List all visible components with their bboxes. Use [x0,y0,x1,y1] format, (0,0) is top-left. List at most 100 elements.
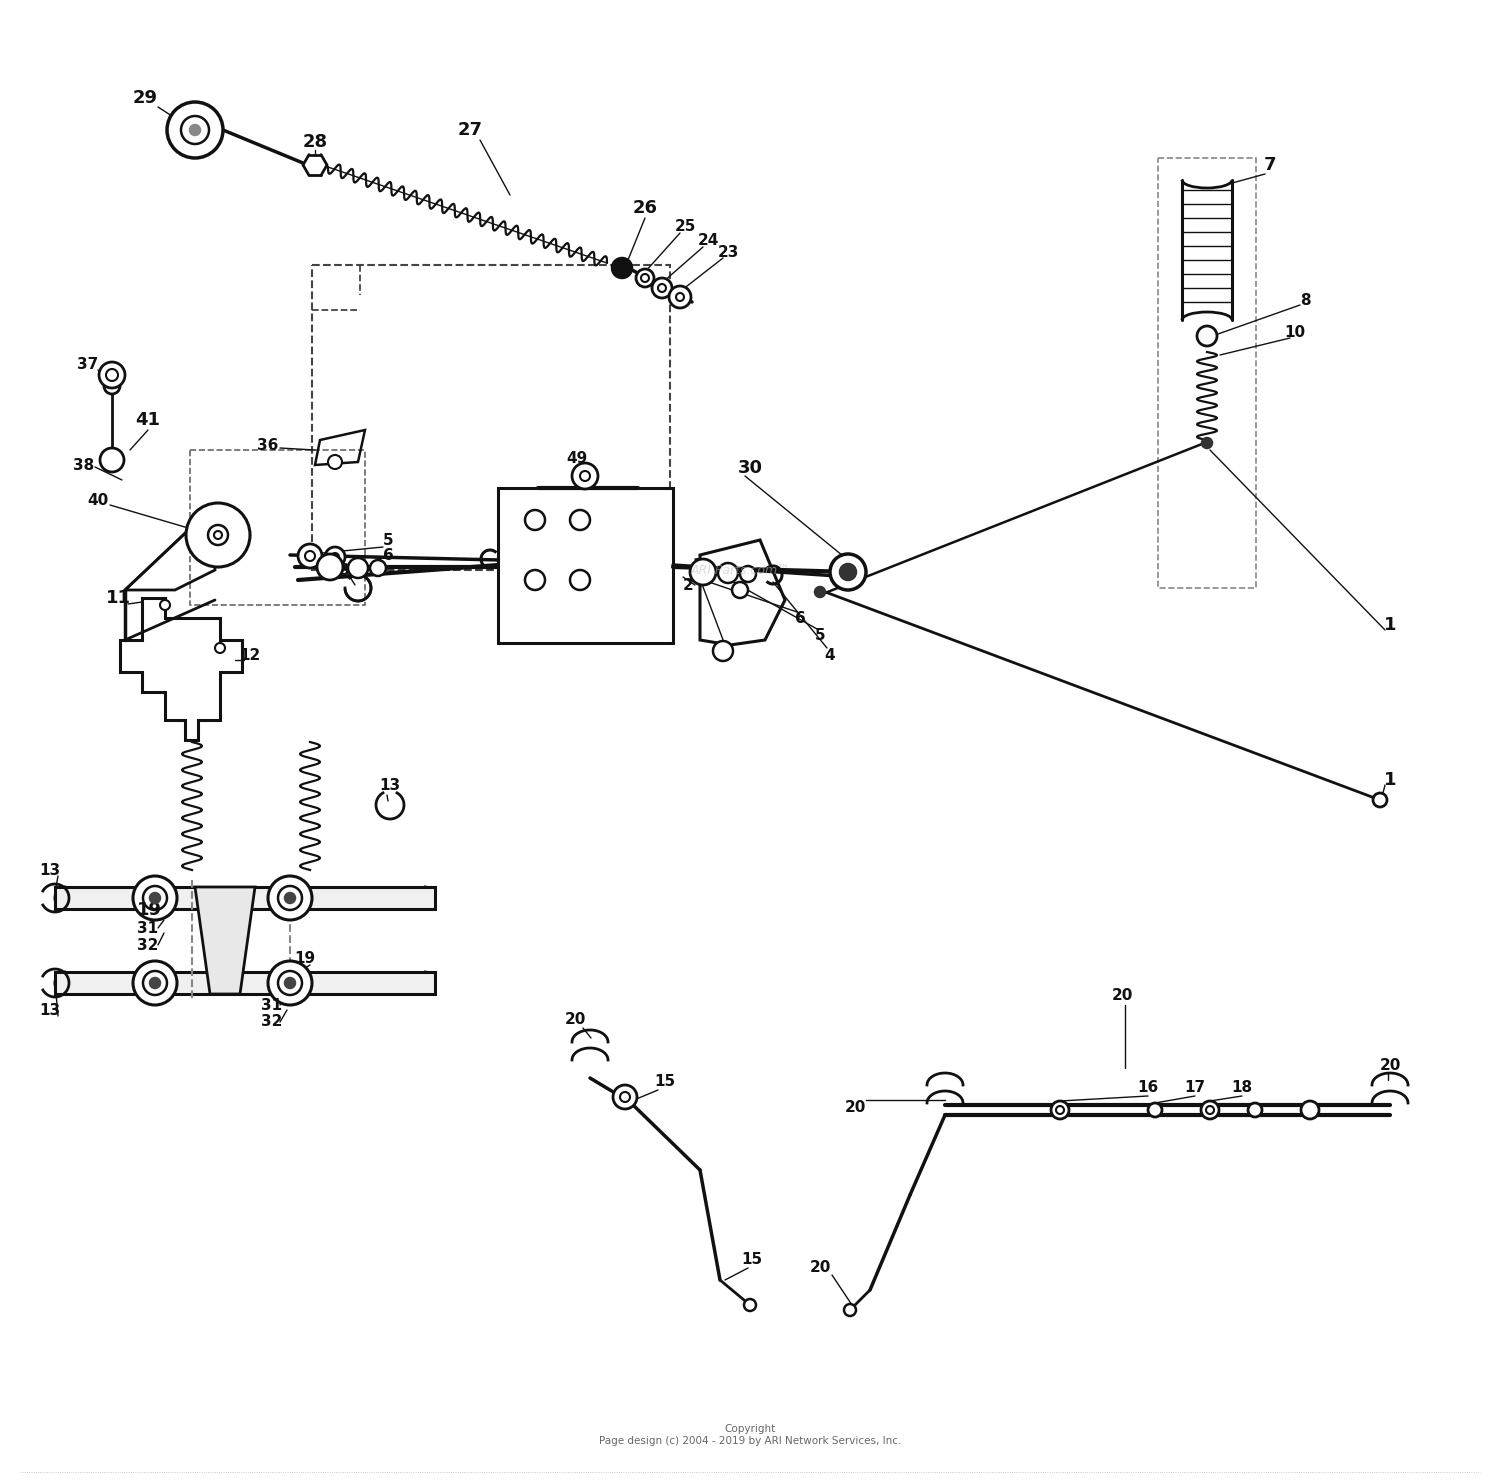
Bar [190,450,364,605]
Circle shape [328,454,342,469]
Circle shape [840,564,856,580]
Text: 36: 36 [258,438,279,453]
Circle shape [1372,793,1388,807]
Text: 38: 38 [74,457,94,472]
Text: 49: 49 [567,450,588,466]
Circle shape [99,363,124,388]
Circle shape [150,978,160,989]
Text: 20: 20 [1112,987,1132,1002]
Circle shape [326,548,345,567]
Text: 24: 24 [698,232,718,247]
Circle shape [106,369,118,380]
Circle shape [1197,326,1216,346]
Circle shape [525,570,544,591]
Text: Copyright
Page design (c) 2004 - 2019 by ARI Network Services, Inc.: Copyright Page design (c) 2004 - 2019 by… [598,1424,902,1446]
Text: 13: 13 [380,777,400,792]
Circle shape [570,511,590,530]
Circle shape [732,582,748,598]
Circle shape [214,531,222,539]
Circle shape [348,558,368,579]
Circle shape [166,102,224,158]
Circle shape [580,471,590,481]
Text: 13: 13 [330,562,351,577]
Text: 6: 6 [795,611,806,626]
Text: 30: 30 [738,459,762,477]
Circle shape [572,463,598,488]
Circle shape [214,642,225,653]
Bar [56,972,435,995]
Circle shape [182,115,209,144]
Circle shape [1202,1101,1219,1119]
Text: 31: 31 [138,921,159,935]
Text: 15: 15 [741,1252,762,1267]
Polygon shape [195,887,255,995]
Text: 2: 2 [682,577,693,592]
Text: 13: 13 [39,863,60,878]
Text: 31: 31 [261,998,282,1012]
Text: 6: 6 [382,548,393,562]
Circle shape [712,641,734,662]
Circle shape [285,892,296,903]
Circle shape [100,448,124,472]
Circle shape [278,971,302,995]
Circle shape [658,284,666,292]
Circle shape [134,876,177,921]
Text: 4: 4 [825,648,836,663]
Circle shape [620,1092,630,1103]
Circle shape [815,588,825,596]
Text: 5: 5 [382,533,393,548]
Circle shape [268,961,312,1005]
Text: 8: 8 [1299,293,1311,308]
Text: 20: 20 [1380,1058,1401,1073]
Text: 13: 13 [39,1002,60,1018]
Circle shape [142,887,166,910]
Bar [498,488,674,642]
Circle shape [316,554,344,580]
Text: 7: 7 [1263,155,1276,175]
Text: 5: 5 [815,628,825,642]
Circle shape [844,1304,856,1316]
Circle shape [150,892,160,903]
Text: 20: 20 [564,1012,585,1027]
Text: 20: 20 [844,1101,865,1116]
Circle shape [1148,1103,1162,1117]
Circle shape [190,124,200,135]
Circle shape [570,570,590,591]
Text: ARI Parts.com™: ARI Parts.com™ [690,564,790,577]
Text: 19: 19 [136,901,162,919]
Text: 41: 41 [135,411,160,429]
Circle shape [186,503,250,567]
Circle shape [160,599,170,610]
Circle shape [652,278,672,297]
Bar [56,887,435,909]
Text: 10: 10 [1284,324,1305,339]
Circle shape [1202,438,1212,448]
Circle shape [1248,1103,1262,1117]
Circle shape [298,545,322,568]
Text: 37: 37 [78,357,99,371]
Text: 23: 23 [717,244,738,259]
Circle shape [740,565,756,582]
Circle shape [209,525,228,545]
Circle shape [278,887,302,910]
Text: 26: 26 [633,198,657,218]
Text: 27: 27 [458,121,483,139]
Circle shape [690,559,715,585]
Circle shape [134,961,177,1005]
Circle shape [1300,1101,1318,1119]
Circle shape [744,1299,756,1311]
Circle shape [830,554,866,591]
Text: 12: 12 [240,648,261,663]
Circle shape [640,274,650,283]
Bar [1158,158,1256,588]
Text: 32: 32 [261,1014,282,1030]
Circle shape [332,554,339,561]
Circle shape [636,269,654,287]
Circle shape [104,377,120,394]
Text: 3: 3 [693,558,703,573]
Bar [312,265,670,570]
Circle shape [612,258,632,278]
Circle shape [614,1085,638,1109]
Text: 4: 4 [372,558,384,573]
Circle shape [669,286,692,308]
